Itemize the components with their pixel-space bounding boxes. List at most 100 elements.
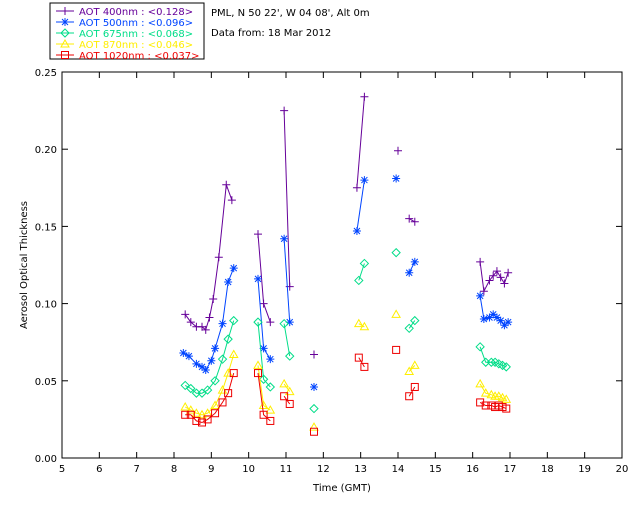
x-axis: 5 6 7 8 9 10 11 12 13 14 15 16 17 18 19 20 [59, 72, 629, 475]
data-point [181, 310, 190, 319]
data-point [496, 316, 505, 325]
data-point [489, 310, 498, 319]
data-point [259, 344, 268, 353]
data-point [354, 353, 363, 362]
x-tick-label: 7 [133, 464, 139, 475]
data-point [392, 345, 401, 354]
x-tick-label: 20 [616, 464, 629, 475]
data-point [285, 351, 295, 361]
series-3 [180, 309, 512, 431]
data-point [352, 227, 361, 236]
data-point [502, 404, 511, 413]
legend-entry: AOT 1020nm : <0.037> [79, 51, 199, 62]
data-point [180, 380, 190, 391]
data-point [224, 389, 233, 398]
data-point [201, 365, 210, 374]
x-tick-label: 15 [429, 464, 442, 475]
data-point [266, 355, 275, 364]
data-point [496, 273, 505, 282]
series-line [183, 267, 235, 371]
data-point [186, 318, 195, 327]
data-point [201, 325, 210, 334]
legend: AOT 400nm : <0.128>AOT 500nm : <0.096>AO… [56, 7, 199, 62]
data-point [481, 401, 490, 410]
data-point [192, 359, 201, 368]
x-tick-label: 10 [242, 464, 255, 475]
series-0 [181, 92, 513, 359]
data-point [394, 146, 402, 155]
data-point [218, 398, 227, 407]
legend-marker [61, 18, 69, 26]
data-point [259, 299, 268, 308]
data-point [359, 321, 370, 331]
data-point [476, 257, 485, 266]
plot-frame [61, 71, 623, 459]
data-point [501, 394, 512, 403]
data-point [479, 315, 488, 324]
y-axis-label: Aerosol Optical Thickness [19, 201, 30, 329]
data-point [354, 275, 364, 286]
x-tick-label: 17 [504, 464, 517, 475]
x-tick-label: 9 [208, 464, 214, 475]
series-line [408, 386, 416, 397]
x-tick-label: 18 [541, 464, 554, 475]
x-tick-label: 12 [317, 464, 330, 475]
data-point [493, 391, 504, 400]
data-point [185, 405, 196, 414]
series-1 [179, 174, 513, 391]
data-point [253, 317, 263, 327]
series-line [283, 110, 291, 287]
legend-entry: AOT 870nm : <0.046> [79, 40, 193, 51]
data-point [360, 92, 369, 101]
x-axis-label: Time (GMT) [312, 483, 371, 494]
data-point [492, 267, 501, 276]
data-point [391, 309, 401, 318]
data-point [224, 277, 233, 286]
data-point [404, 323, 414, 334]
data-point [229, 315, 239, 326]
y-tick-label: 0.15 [35, 222, 57, 233]
data-point [405, 214, 414, 223]
data-point [266, 318, 275, 327]
data-point [184, 352, 193, 361]
data-point [486, 389, 497, 399]
data-point [209, 294, 218, 303]
data-point [353, 318, 364, 328]
data-point [218, 319, 227, 328]
data-point [310, 382, 318, 391]
x-tick-label: 11 [280, 464, 293, 475]
series-line [356, 180, 365, 232]
series-line [283, 323, 291, 357]
data-point [360, 362, 369, 371]
series-line [283, 238, 291, 323]
data-point [500, 321, 509, 330]
data-point [179, 349, 188, 358]
data-point [405, 392, 414, 401]
data-point [497, 392, 508, 402]
series-4 [181, 345, 511, 436]
data-point [210, 400, 220, 410]
data-point [279, 318, 289, 329]
series-layer [179, 92, 513, 436]
data-point [285, 318, 294, 327]
x-tick-label: 13 [354, 464, 367, 475]
date-info: Data from: 18 Mar 2012 [211, 28, 331, 39]
data-point [475, 378, 485, 388]
series-line [356, 96, 365, 188]
data-point [197, 409, 207, 419]
data-point [501, 362, 511, 372]
data-point [223, 334, 233, 344]
y-axis: 0.00 0.05 0.10 0.15 0.20 0.25 [35, 68, 622, 465]
data-point [254, 369, 262, 378]
series-line [479, 261, 509, 293]
data-point [485, 276, 494, 285]
data-point [217, 354, 228, 364]
data-point [203, 415, 212, 424]
data-point [410, 382, 419, 391]
x-tick-label: 16 [466, 464, 479, 475]
data-point [310, 350, 318, 359]
data-point [207, 356, 216, 365]
legend-marker [60, 28, 70, 38]
data-point [476, 291, 485, 300]
data-point [186, 383, 196, 394]
